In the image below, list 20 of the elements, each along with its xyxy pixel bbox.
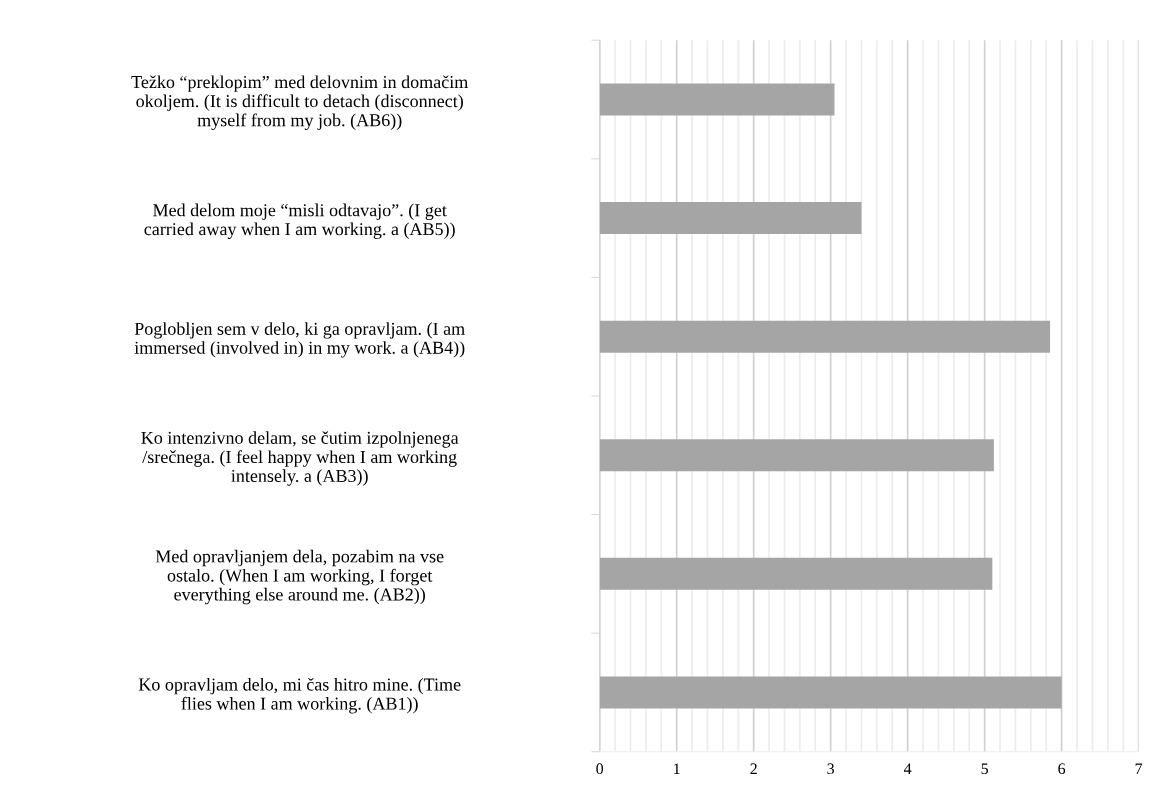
bar <box>599 202 862 235</box>
bar <box>599 439 994 472</box>
y-tick-label: Ko intenzivno delam, se čutim izpolnjenega /srečnega. (I feel happy when I am working intensely. a (AB3)) <box>141 431 459 486</box>
x-tick-label: 5 <box>981 763 988 775</box>
y-tick-label: Med opravljanjem dela, pozabim na vse ostalo. (When I am working, I forget everything else around me. (AB2)) <box>155 549 444 605</box>
y-tick-label: Med delom moje “misli odtavajo”. (I get carried away when I am working. a (AB5)) <box>144 203 455 239</box>
x-tick-label: 0 <box>596 763 604 775</box>
y-tick-label: Ko opravljam delo, mi čas hitro mine. (Time flies when I am working. (AB1)) <box>138 677 461 714</box>
x-tick-label: 3 <box>827 763 835 775</box>
x-tick-label: 7 <box>1135 763 1143 774</box>
bar <box>599 83 835 116</box>
y-tick-label: Poglobljen sem v delo, ki ga opravljam. (I am immersed (involved in) in my work. a (AB4)) <box>134 322 465 358</box>
x-tick-label: 6 <box>1058 763 1066 775</box>
x-tick-label: 4 <box>903 763 912 774</box>
bar <box>599 676 1062 709</box>
bar <box>599 557 993 590</box>
x-tick-label: 1 <box>674 763 680 774</box>
bar <box>599 320 1051 353</box>
x-tick-label: 2 <box>750 763 757 774</box>
y-tick-label: Težko “preklopim” med delovnim in domačim okoljem. (It is difficult to detach (disconnect) myself from my job. (AB6)) <box>131 75 468 131</box>
